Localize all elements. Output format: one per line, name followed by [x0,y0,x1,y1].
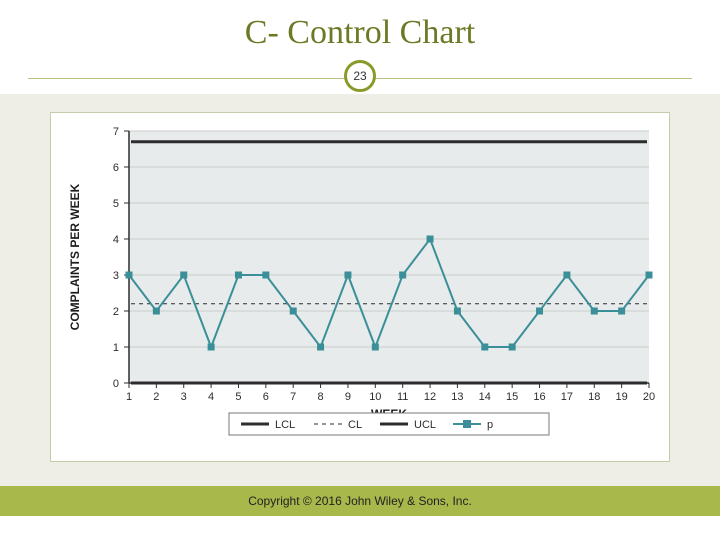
svg-text:6: 6 [263,391,269,403]
footer-bar: Copyright © 2016 John Wiley & Sons, Inc. [0,486,720,516]
svg-text:4: 4 [208,391,214,403]
svg-text:20: 20 [643,391,655,403]
svg-text:18: 18 [588,391,600,403]
svg-text:10: 10 [369,391,381,403]
slide-number: 23 [344,60,376,92]
svg-text:7: 7 [290,391,296,403]
svg-text:2: 2 [153,391,159,403]
svg-text:3: 3 [181,391,187,403]
svg-text:CL: CL [348,419,362,431]
slide: C- Control Chart 23 01234567123456789101… [0,0,720,540]
svg-text:15: 15 [506,391,518,403]
slide-number-badge: 23 [344,60,376,92]
svg-text:3: 3 [113,270,119,282]
svg-text:17: 17 [561,391,573,403]
svg-text:6: 6 [113,162,119,174]
svg-text:19: 19 [616,391,628,403]
svg-text:16: 16 [533,391,545,403]
chart-svg: 012345671234567891011121314151617181920C… [51,113,669,461]
svg-text:0: 0 [113,378,119,390]
svg-text:8: 8 [318,391,324,403]
svg-text:12: 12 [424,391,436,403]
control-chart: 012345671234567891011121314151617181920C… [50,112,670,462]
svg-text:5: 5 [113,198,119,210]
svg-text:1: 1 [113,342,119,354]
svg-text:7: 7 [113,126,119,138]
svg-text:11: 11 [397,391,408,403]
copyright: Copyright © 2016 John Wiley & Sons, Inc. [248,494,472,508]
svg-text:5: 5 [235,391,241,403]
svg-text:13: 13 [451,391,463,403]
svg-text:9: 9 [345,391,351,403]
svg-text:COMPLAINTS PER WEEK: COMPLAINTS PER WEEK [68,183,82,330]
svg-text:p: p [487,419,493,431]
svg-text:14: 14 [479,391,491,403]
svg-text:LCL: LCL [275,419,295,431]
slide-title: C- Control Chart [0,0,720,56]
svg-text:2: 2 [113,306,119,318]
svg-text:UCL: UCL [414,419,436,431]
svg-text:1: 1 [126,391,132,403]
svg-text:4: 4 [113,234,119,246]
